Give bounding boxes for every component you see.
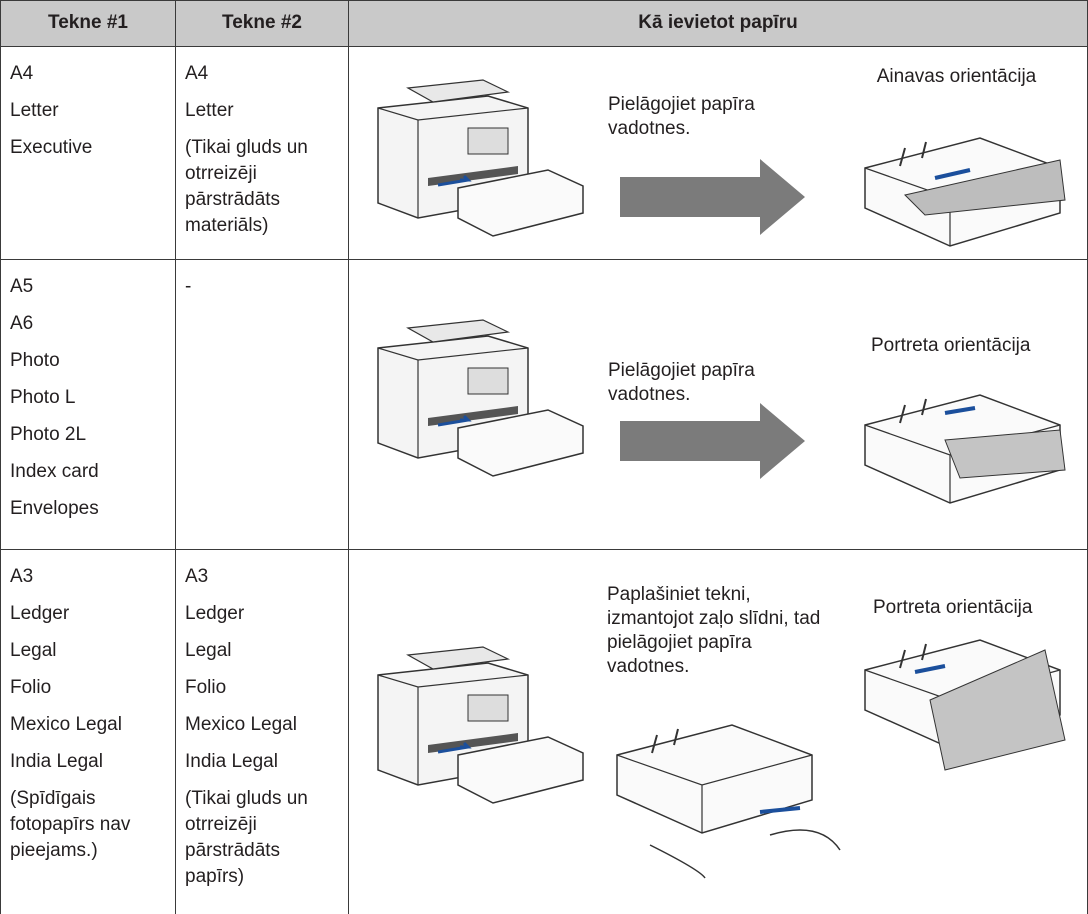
size-item: (Tikai gluds un otrreizēji pārstrādāts p… [185, 788, 308, 887]
size-list: A3 Ledger Legal Folio Mexico Legal India Lega… [185, 564, 343, 901]
size-item: A4 [10, 63, 34, 84]
size-item: Letter [185, 100, 234, 121]
tray2-cell: A3 Ledger Legal Folio Mexico Legal India Lega… [175, 549, 348, 914]
size-item: Ledger [185, 603, 245, 624]
tray1-cell: A5 A6 Photo Photo L Photo 2L Index card Envelo… [0, 259, 175, 549]
orientation-text: Portreta orientācija [873, 597, 1033, 618]
tray1-cell: A3 Ledger Legal Folio Mexico Legal India Lega… [0, 549, 175, 914]
size-item: Ledger [10, 603, 70, 624]
size-item: Photo 2L [10, 424, 87, 445]
howto-cell: Pielāgojiet papīra vadotnes. Portreta or… [348, 259, 1088, 549]
size-item: Index card [10, 461, 99, 482]
tray2-cell: - [175, 259, 348, 549]
size-item: Legal [185, 640, 232, 661]
size-list: A5 A6 Photo Photo L Photo 2L Index card Envelo… [10, 274, 168, 533]
step-text: Paplašiniet tekni, izmantojot zaļo slīdn… [607, 584, 821, 677]
size-item: Envelopes [10, 498, 99, 519]
size-item: Mexico Legal [10, 714, 122, 735]
size-item: Legal [10, 640, 57, 661]
tray2-cell: A4 Letter (Tikai gluds un otrreizēji pārst… [175, 46, 348, 259]
howto-cell: Paplašiniet tekni, izmantojot zaļo slīdn… [348, 549, 1088, 914]
size-item: (Spīdīgais fotopapīrs nav pieejams.) [10, 788, 131, 861]
size-item: Folio [185, 677, 227, 698]
step-text: Pielāgojiet papīra vadotnes. [608, 94, 755, 139]
size-item: Photo [10, 350, 60, 371]
size-item: India Legal [10, 751, 103, 772]
size-item: Folio [10, 677, 52, 698]
header-cell: Kā ievietot papīru [348, 0, 1088, 46]
size-item: Photo L [10, 387, 76, 408]
header-cell: Tekne #1 [0, 0, 175, 46]
size-list: A3 Ledger Legal Folio Mexico Legal India Lega… [10, 564, 168, 875]
size-item: A4 [185, 63, 209, 84]
size-item: (Tikai gluds un otrreizēji pārstrādāts m… [185, 137, 308, 236]
orientation-text: Ainavas orientācija [876, 66, 1037, 87]
header-cell: Tekne #2 [175, 0, 348, 46]
tray1-cell: A4 Letter Executive [0, 46, 175, 259]
size-item: A6 [10, 313, 34, 334]
size-list: A4 Letter (Tikai gluds un otrreizēji pārst… [185, 61, 343, 250]
size-item: India Legal [185, 751, 278, 772]
size-item: A5 [10, 276, 34, 297]
size-item: Mexico Legal [185, 714, 297, 735]
orientation-text: Portreta orientācija [871, 335, 1031, 356]
size-list: - [185, 274, 343, 311]
size-item: Executive [10, 137, 93, 158]
size-item: Letter [10, 100, 59, 121]
size-list: A4 Letter Executive [10, 61, 168, 172]
howto-cell: Pielāgojiet papīra vadotnes. Ainavas ori… [348, 46, 1088, 259]
size-item: - [185, 276, 192, 297]
size-item: A3 [10, 566, 34, 587]
size-item: A3 [185, 566, 209, 587]
step-text: Pielāgojiet papīra vadotnes. [608, 360, 755, 405]
